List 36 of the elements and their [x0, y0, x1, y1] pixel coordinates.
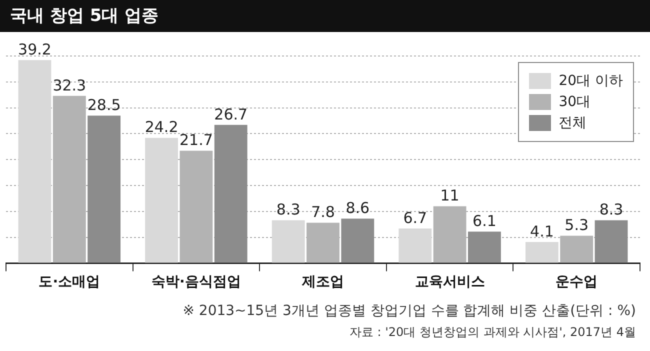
chart-title: 국내 창업 5대 업종	[0, 0, 650, 32]
bar	[398, 228, 432, 263]
data-label: 28.5	[87, 96, 121, 114]
data-label: 7.8	[311, 203, 335, 222]
legend-label: 전체	[558, 114, 587, 132]
data-label: 4.1	[530, 222, 554, 240]
x-tick-label: 교육서비스	[414, 274, 485, 290]
x-tick-label: 숙박·음식점업	[152, 274, 241, 290]
data-label: 24.2	[144, 118, 178, 136]
bar	[272, 220, 305, 263]
legend-label: 20대 이하	[558, 72, 623, 90]
bar	[18, 60, 52, 263]
bar	[468, 232, 501, 263]
x-tick-label: 운수업	[556, 274, 598, 290]
text: ※ 2013~15년 3개년 업종별 창업기업 수를 합계해 비중 산출(단위 : %)	[182, 302, 637, 320]
data-label: 8.3	[276, 200, 300, 219]
data-label: 8.3	[599, 200, 624, 219]
text: 자료 : '20대 청년창업의 과제와 시사점', 2017년 4월	[348, 324, 637, 341]
bar	[145, 138, 178, 263]
x-tick-label: 도·소매업	[38, 274, 100, 290]
bar	[341, 218, 374, 263]
data-label: 6.7	[403, 208, 428, 227]
data-label: 11	[440, 186, 460, 205]
data-label: 6.1	[472, 212, 496, 230]
bar	[214, 124, 248, 263]
bar	[88, 116, 121, 263]
legend-label: 30대	[558, 93, 591, 111]
data-label: 26.7	[214, 105, 248, 124]
bar	[525, 242, 558, 263]
data-label: 32.3	[52, 76, 86, 94]
x-tick-label: 제조업	[301, 274, 344, 290]
data-label: 8.6	[346, 199, 370, 218]
data-label: 39.2	[18, 40, 52, 59]
data-label: 5.3	[564, 216, 589, 234]
data-label: 21.7	[179, 131, 213, 150]
bar	[594, 220, 628, 263]
